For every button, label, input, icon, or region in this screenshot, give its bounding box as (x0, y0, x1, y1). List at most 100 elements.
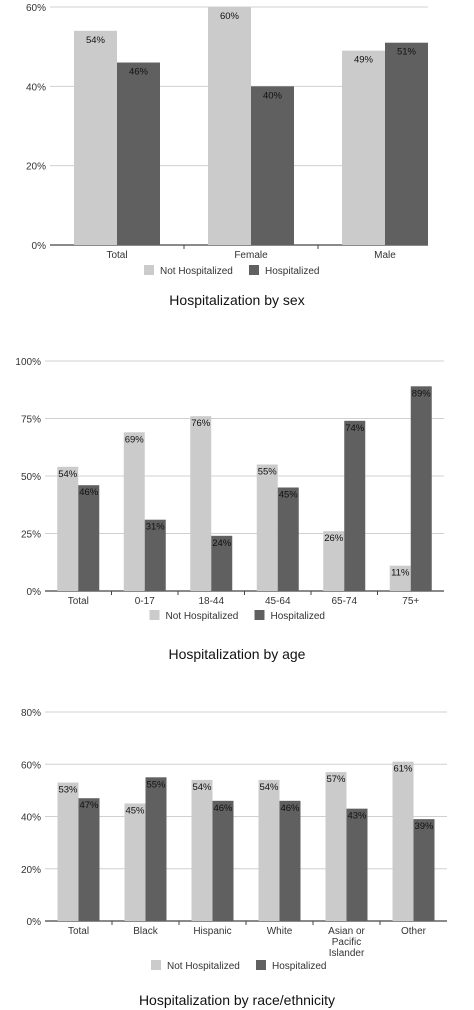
x-category-label: Asian or Pacific Islander (328, 926, 365, 959)
bar-not-hospitalized-age-2 (190, 416, 212, 591)
x-category-label: Female (234, 250, 268, 261)
bar-not-hospitalized-age-3 (256, 464, 278, 591)
x-category-label: 0-17 (135, 596, 155, 607)
legend-swatch-not-hospitalized (151, 960, 161, 970)
bar-not-hospitalized-race-5 (392, 761, 414, 921)
data-label: 45% (279, 490, 299, 501)
y-tick-label: 50% (21, 472, 41, 483)
y-tick-label: 75% (21, 415, 41, 426)
data-label: 76% (191, 418, 211, 429)
data-label: 55% (146, 779, 166, 790)
data-label: 55% (258, 467, 278, 478)
bar-hospitalized-race-0 (78, 798, 100, 921)
legend-swatch-not-hospitalized (144, 265, 154, 275)
data-label: 89% (412, 388, 432, 399)
bar-hospitalized-age-0 (78, 485, 100, 591)
bar-hospitalized-race-1 (145, 777, 167, 921)
data-label: 61% (393, 764, 413, 775)
bar-not-hospitalized-sex-1 (208, 7, 251, 245)
legend-label-not-hospitalized: Not Hospitalized (160, 266, 233, 277)
chart-title: Hospitalization by age (169, 646, 306, 662)
chart-hospitalization-by-sex: 0% 20% 40% 60% 54% 46% Total 60% 40% Female 49% 51%… (0, 0, 474, 330)
legend-swatch-hospitalized (256, 960, 266, 970)
y-tick-label: 40% (26, 82, 46, 93)
bar-hospitalized-sex-2 (385, 42, 428, 246)
bar-not-hospitalized-age-5 (389, 565, 411, 591)
x-category-label: 65-74 (331, 596, 357, 607)
y-tick-label: 20% (21, 865, 41, 876)
data-label: 47% (79, 800, 99, 811)
legend-swatch-hospitalized (249, 265, 259, 275)
bar-hospitalized-sex-0 (117, 62, 160, 246)
data-label: 53% (58, 785, 78, 796)
data-label: 49% (354, 55, 374, 66)
x-category-label: Black (133, 926, 158, 937)
legend-label-not-hospitalized: Not Hospitalized (167, 961, 240, 972)
data-label: 45% (125, 805, 145, 816)
y-tick-label: 20% (26, 162, 46, 173)
bar-not-hospitalized-race-2 (191, 779, 213, 921)
y-tick-label: 0% (32, 241, 47, 252)
y-tick-label: 60% (21, 760, 41, 771)
bar-not-hospitalized-race-0 (57, 782, 79, 921)
x-category-label-line: Asian or (328, 926, 365, 937)
y-tick-label: 25% (21, 530, 41, 541)
bar-hospitalized-race-5 (413, 819, 435, 921)
bar-not-hospitalized-age-0 (57, 466, 79, 591)
data-label: 46% (280, 803, 300, 814)
chart-hospitalization-by-age: 0% 25% 50% 75% 100% 54% 46% Total 69% 31% 0-17 76% 2… (0, 330, 474, 670)
data-label: 54% (192, 782, 212, 793)
legend-swatch-not-hospitalized (149, 610, 160, 620)
bar-not-hospitalized-sex-2 (342, 50, 385, 246)
x-category-label: White (267, 926, 293, 937)
bar-hospitalized-race-3 (279, 800, 301, 921)
bar-not-hospitalized-race-3 (258, 779, 280, 921)
y-tick-label: 60% (26, 3, 46, 14)
data-label: 54% (86, 35, 106, 46)
data-label: 11% (391, 568, 410, 579)
data-label: 40% (263, 90, 283, 101)
x-category-label: Hispanic (193, 926, 231, 937)
y-tick-label: 0% (27, 587, 42, 598)
chart-svg-race: 0%20%40%60%80%53%47%Total45%55%Black54%4… (21, 708, 447, 1008)
legend-swatch-hospitalized (254, 610, 265, 620)
x-category-label-line: White (267, 926, 293, 937)
bar-hospitalized-age-3 (277, 487, 299, 591)
data-label: 26% (324, 533, 344, 544)
x-category-label: Total (106, 250, 127, 261)
legend-label-hospitalized: Hospitalized (265, 266, 319, 277)
bar-not-hospitalized-sex-0 (74, 30, 117, 245)
chart-title: Hospitalization by race/ethnicity (139, 992, 335, 1008)
data-label: 39% (414, 821, 434, 832)
x-category-label-line: Pacific (332, 937, 361, 948)
x-category-label-line: Other (401, 926, 427, 937)
x-category-label: Other (401, 926, 427, 937)
x-category-label-line: Total (68, 926, 89, 937)
data-label: 31% (146, 522, 166, 533)
data-label: 57% (326, 774, 346, 785)
legend-label-hospitalized: Hospitalized (271, 611, 325, 622)
x-category-label: 45-64 (265, 596, 291, 607)
bar-hospitalized-race-4 (346, 808, 368, 921)
y-tick-label: 40% (21, 813, 41, 824)
data-label: 46% (213, 803, 233, 814)
bar-not-hospitalized-age-4 (323, 531, 345, 591)
chart-svg-age: 0% 25% 50% 75% 100% 54%46% Total 69% 31% 0-17 76% 2… (15, 357, 444, 662)
chart-svg-sex: 0% 20% 40% 60% 54% 46% Total 60% 40% Female 49% 51%… (26, 3, 428, 308)
bar-not-hospitalized-age-1 (123, 432, 145, 591)
legend-label-hospitalized: Hospitalized (272, 961, 326, 972)
x-category-label-line: Hispanic (193, 926, 231, 937)
x-category-label: Male (374, 250, 396, 261)
y-tick-label: 100% (15, 357, 41, 368)
chart-title: Hospitalization by sex (169, 292, 304, 308)
data-label: 46% (129, 67, 149, 78)
data-label: 43% (347, 811, 367, 822)
bar-hospitalized-age-1 (144, 519, 166, 591)
bar-not-hospitalized-race-4 (325, 772, 347, 921)
x-category-label: Total (68, 596, 89, 607)
bar-hospitalized-race-2 (212, 800, 234, 921)
bar-hospitalized-age-5 (410, 386, 432, 591)
legend-label-not-hospitalized: Not Hospitalized (166, 611, 239, 622)
x-category-label-line: Black (133, 926, 158, 937)
bar-not-hospitalized-race-1 (124, 803, 146, 921)
